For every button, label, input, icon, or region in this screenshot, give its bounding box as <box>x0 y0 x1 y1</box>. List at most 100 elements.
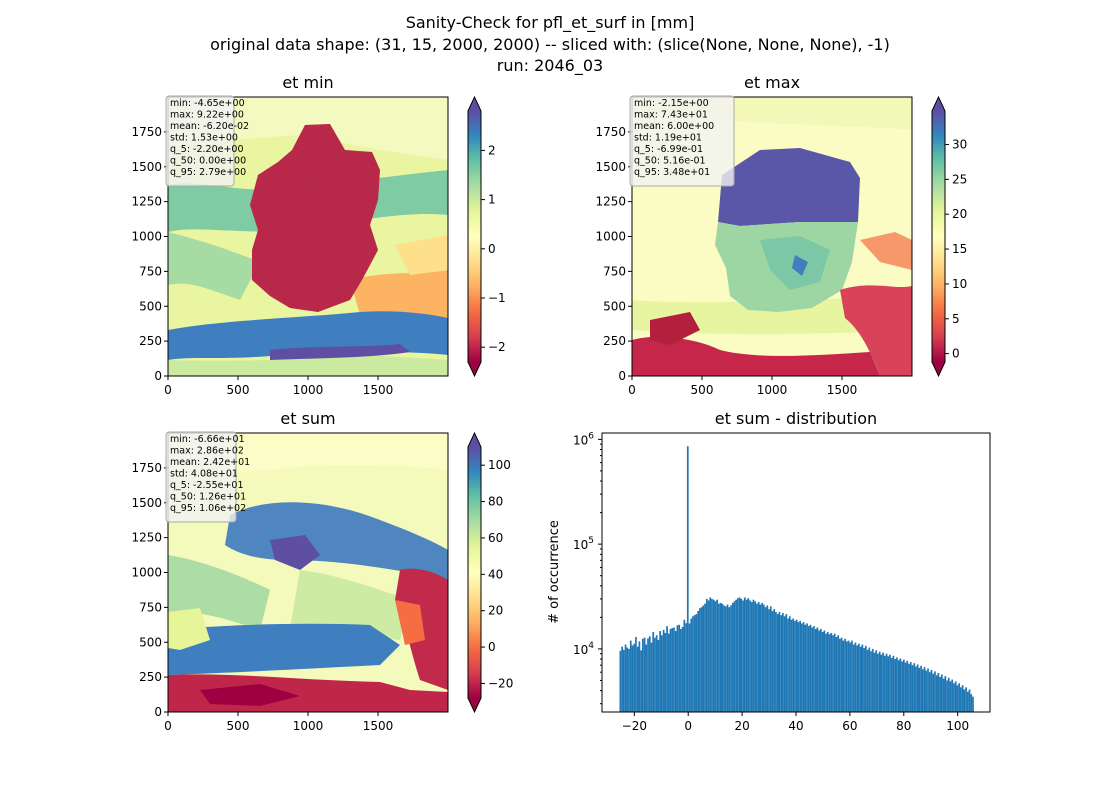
stats-box-et-max: min: -2.15e+00 max: 7.43e+01 mean: 6.00e… <box>629 95 735 187</box>
x-tick-label: 100 <box>946 719 969 733</box>
histogram-bar <box>740 598 743 712</box>
histogram-bar <box>764 607 767 712</box>
histogram-bar <box>889 654 891 712</box>
svg-text:min: -4.65e+00 max: 9.: min: -4.65e+00 max: 9.22e+00 mean: -6.20… <box>170 98 252 178</box>
histogram-bar <box>918 667 921 712</box>
histogram-bar <box>780 615 782 712</box>
colorbar-et-max: 0 5 10 15 20 25 30 <box>931 95 967 378</box>
figure-title-line-3: run: 2046_03 <box>496 56 604 75</box>
histogram-bar <box>823 630 826 712</box>
histogram-bar <box>619 650 622 712</box>
colorbar-tick-label: 20 <box>488 604 503 618</box>
stats-box-et-sum: min: -6.66e+01 max: 2.86e+02 mean: 2.42e… <box>165 431 253 523</box>
histogram-bar <box>676 625 679 712</box>
x-tick-label: 500 <box>691 383 714 397</box>
histogram-bar <box>648 636 651 712</box>
x-tick-label: 0 <box>164 719 172 733</box>
y-tick-label: 250 <box>139 334 162 348</box>
histogram-bar <box>949 681 952 712</box>
histogram-bar <box>944 676 947 712</box>
panel-et-sum-distribution: et sum - distribution −20 0 20 40 60 80 100 104… <box>547 409 991 733</box>
colorbar-et-sum: −20 0 20 40 60 80 100 <box>467 431 513 714</box>
histogram-bar <box>894 659 897 712</box>
histogram-bar <box>794 620 796 712</box>
histogram-bar <box>761 602 763 712</box>
histogram-bar <box>856 645 859 712</box>
histogram-bar <box>863 648 865 712</box>
histogram-bar <box>681 626 684 712</box>
histogram-bar <box>730 605 732 712</box>
histogram-bar <box>835 636 838 712</box>
histogram-bar <box>645 644 648 712</box>
histogram-bar <box>716 599 719 712</box>
histogram-bar <box>849 642 852 712</box>
stat-max: max: 9.22e+00 <box>170 110 244 121</box>
stat-q50: q_50: 1.26e+01 <box>170 492 246 503</box>
y-tick-label: 250 <box>603 334 626 348</box>
histogram-bar <box>930 669 933 712</box>
colorbar-tick-label: 40 <box>488 567 503 581</box>
x-tick-label: 80 <box>896 719 911 733</box>
svg-text:min: -6.66e+01 max: 2.: min: -6.66e+01 max: 2.86e+02 mean: 2.42e… <box>170 434 253 514</box>
histogram-bar <box>754 601 757 712</box>
histogram-bar <box>756 603 758 712</box>
histogram-bar <box>923 667 926 712</box>
histogram-bar <box>792 618 795 712</box>
histogram-bar <box>654 637 656 712</box>
histogram-bar <box>629 640 632 712</box>
histogram-bar <box>940 674 943 712</box>
stat-q5: q_5: -2.55e+01 <box>170 480 244 491</box>
histogram-bar <box>699 608 701 712</box>
histogram-bar <box>892 655 895 712</box>
histogram-bar <box>657 639 660 712</box>
histogram-bar <box>775 612 777 712</box>
histogram-bar <box>714 601 717 712</box>
histogram-bar <box>821 632 824 712</box>
histogram-bar <box>750 602 753 712</box>
histogram-bar <box>925 670 928 712</box>
histogram-bar <box>719 602 722 712</box>
histogram-bar <box>757 602 760 712</box>
histogram-bar <box>641 638 644 712</box>
histogram-bar <box>795 619 798 712</box>
histogram-bar <box>643 637 646 712</box>
histogram-bar <box>935 675 938 712</box>
histogram-bar <box>968 689 971 712</box>
histogram-bar <box>859 646 862 712</box>
colorbar-tick-label: 0 <box>488 242 496 256</box>
histogram-bar <box>749 600 751 712</box>
stat-q95: q_95: 1.06e+02 <box>170 503 246 514</box>
stat-q5: q_5: -2.20e+00 <box>170 144 244 155</box>
histogram-bar <box>947 677 950 712</box>
colorbar-tick-label: 20 <box>952 207 967 221</box>
colorbar-tick-label: −2 <box>488 340 506 354</box>
histogram-bar <box>851 640 853 712</box>
histogram-bar <box>631 645 634 712</box>
colorbar-et-min: −2 −1 0 1 2 <box>467 95 506 378</box>
histogram-bar <box>897 660 900 712</box>
histogram-bar <box>743 597 746 712</box>
histogram-bar <box>844 638 846 712</box>
histogram-bar <box>913 663 916 712</box>
histogram-bar <box>700 607 703 712</box>
y-tick-label: 1500 <box>131 496 162 510</box>
y-tick-label: 1500 <box>595 160 626 174</box>
histogram-bar <box>785 614 788 712</box>
histogram-bar <box>960 687 962 712</box>
histogram-bar <box>847 640 850 712</box>
y-tick-label: 750 <box>603 264 626 278</box>
histogram-bar <box>728 607 731 712</box>
histogram-bar <box>901 661 903 712</box>
stat-mean: mean: -6.20e-02 <box>170 121 249 132</box>
histogram-bar <box>928 672 931 712</box>
histogram-bar <box>776 614 779 712</box>
histogram-bar <box>705 598 708 712</box>
histogram-bar <box>858 643 860 712</box>
histogram-bar <box>695 614 698 712</box>
histogram-bar <box>807 626 810 712</box>
histogram-bar <box>752 599 755 712</box>
stat-q95: q_95: 2.79e+00 <box>170 167 246 178</box>
histogram-bar <box>640 650 642 712</box>
histogram-bar <box>788 616 791 712</box>
colorbar-tick-label: −20 <box>488 676 513 690</box>
